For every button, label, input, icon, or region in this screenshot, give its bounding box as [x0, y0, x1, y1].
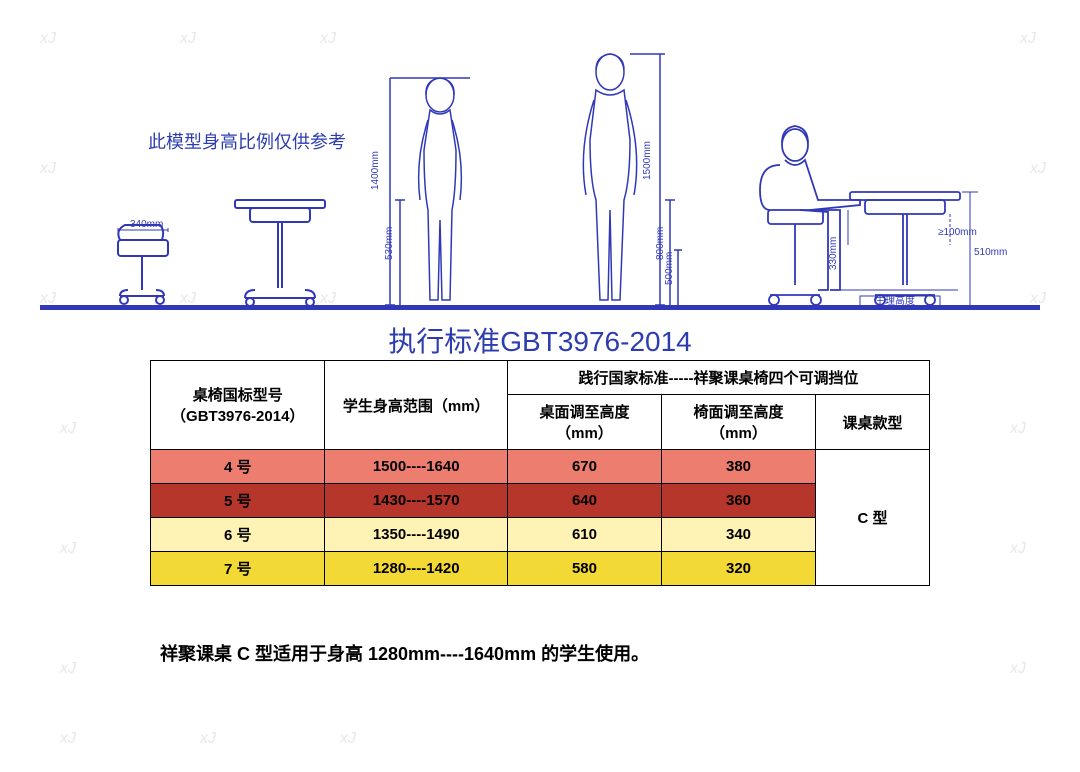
cell-seat: 340: [661, 518, 815, 552]
child-half-label: 530mm: [384, 227, 395, 260]
watermark: xJ: [340, 730, 356, 748]
col-desk-header-unit: （mm）: [512, 422, 657, 443]
cell-range: 1280----1420: [325, 552, 507, 586]
standing-child-icon: 1400mm 530mm: [370, 70, 510, 310]
spec-table: 桌椅国标型号 （GBT3976-2014） 学生身高范围（mm） 践行国家标准-…: [150, 360, 930, 586]
diagram-area: 340mm: [40, 50, 1040, 310]
col-model-header-sub: （GBT3976-2014）: [155, 405, 320, 426]
chair-icon: 340mm: [100, 200, 210, 310]
cell-range: 1350----1490: [325, 518, 507, 552]
footer-note: 祥聚课桌 C 型适用于身高 1280mm----1640mm 的学生使用。: [160, 640, 649, 666]
col-height-range-header: 学生身高范围（mm）: [325, 361, 507, 450]
adult-mid-label: 500mm: [664, 252, 675, 285]
standing-adult-icon: 1500mm 800mm 500mm: [530, 50, 690, 310]
watermark: xJ: [1010, 660, 1026, 678]
table-row: 7 号 1280----1420 580 320: [151, 552, 930, 586]
main-title: 执行标准GBT3976-2014: [0, 320, 1080, 360]
page: xJ xJ xJ xJ xJ xJ xJ xJ xJ xJ xJ xJ xJ x…: [0, 0, 1080, 772]
cell-desk: 640: [507, 484, 661, 518]
col-seat-header: 椅面调至高度: [666, 401, 811, 422]
cell-no: 7 号: [151, 552, 325, 586]
cell-desk: 670: [507, 450, 661, 484]
watermark: xJ: [40, 30, 56, 48]
watermark: xJ: [180, 30, 196, 48]
cell-range: 1500----1640: [325, 450, 507, 484]
chair-dim-label: 340mm: [130, 219, 163, 230]
cell-desk: 580: [507, 552, 661, 586]
clearance-label: ≥100mm: [938, 227, 977, 238]
foot-label: 生理高度: [875, 294, 915, 307]
seated-figure-icon: 510mm ≥100mm 330mm 生理高度: [740, 110, 1020, 310]
cell-no: 4 号: [151, 450, 325, 484]
watermark: xJ: [1010, 540, 1026, 558]
col-type-header: 课桌款型: [816, 395, 930, 450]
child-height-label: 1400mm: [370, 151, 381, 190]
col-model-header: 桌椅国标型号: [155, 384, 320, 405]
watermark: xJ: [1010, 420, 1026, 438]
watermark: xJ: [60, 730, 76, 748]
watermark: xJ: [60, 540, 76, 558]
spec-table-wrap: 桌椅国标型号 （GBT3976-2014） 学生身高范围（mm） 践行国家标准-…: [150, 360, 930, 586]
cell-desk: 610: [507, 518, 661, 552]
desk-height-label: 510mm: [974, 247, 1007, 258]
watermark: xJ: [320, 30, 336, 48]
cell-type: C 型: [816, 450, 930, 586]
watermark: xJ: [60, 420, 76, 438]
col-seat-header-unit: （mm）: [666, 422, 811, 443]
seat-height-label: 330mm: [828, 237, 839, 270]
table-row: 6 号 1350----1490 610 340: [151, 518, 930, 552]
table-header-row-1: 桌椅国标型号 （GBT3976-2014） 学生身高范围（mm） 践行国家标准-…: [151, 361, 930, 395]
table-row: 4 号 1500----1640 670 380 C 型: [151, 450, 930, 484]
cell-no: 6 号: [151, 518, 325, 552]
merged-header: 践行国家标准-----祥聚课桌椅四个可调挡位: [507, 361, 929, 395]
table-row: 5 号 1430----1570 640 360: [151, 484, 930, 518]
cell-seat: 360: [661, 484, 815, 518]
cell-seat: 380: [661, 450, 815, 484]
watermark: xJ: [1020, 30, 1036, 48]
cell-seat: 320: [661, 552, 815, 586]
desk-icon: [220, 180, 340, 310]
watermark: xJ: [60, 660, 76, 678]
adult-height-label: 1500mm: [642, 141, 653, 180]
watermark: xJ: [200, 730, 216, 748]
cell-no: 5 号: [151, 484, 325, 518]
col-desk-header: 桌面调至高度: [512, 401, 657, 422]
cell-range: 1430----1570: [325, 484, 507, 518]
